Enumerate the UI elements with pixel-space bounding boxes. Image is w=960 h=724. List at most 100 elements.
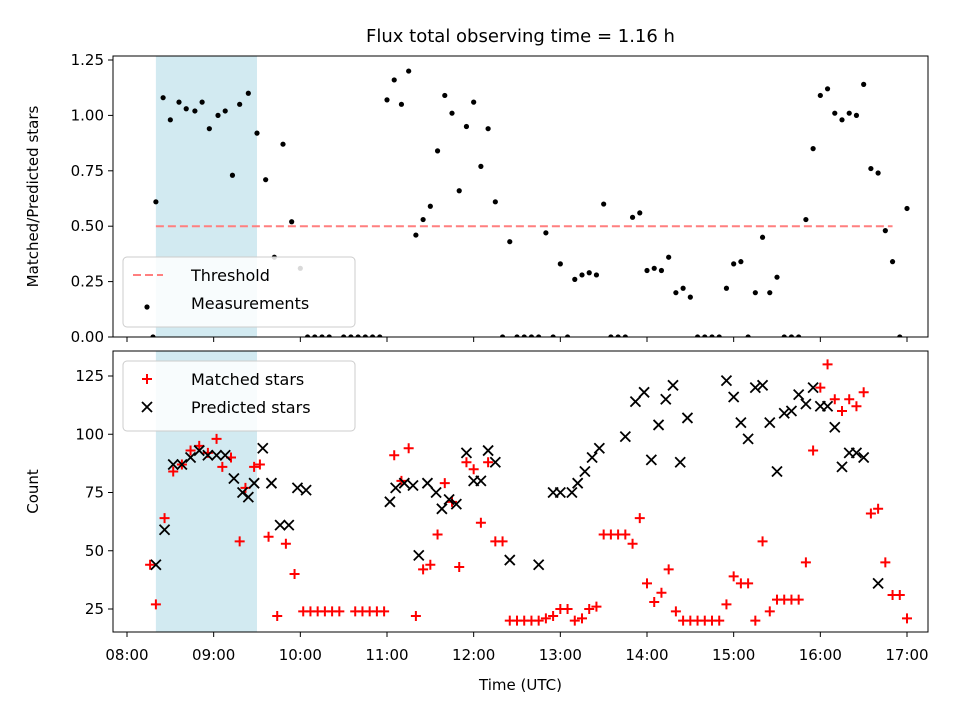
data-point bbox=[504, 554, 516, 566]
data-point bbox=[875, 170, 881, 176]
data-point bbox=[362, 334, 368, 337]
data-point bbox=[670, 606, 681, 617]
data-point bbox=[858, 387, 869, 398]
bottom-panel: 25 50 75 100 125 08:00 09:00 10:00 11:00 12:00 13:… bbox=[24, 350, 929, 694]
x-tick-label: 08:00 bbox=[105, 646, 148, 664]
legend-label: Threshold bbox=[190, 266, 270, 285]
y-tick-label: 1.25 bbox=[71, 51, 104, 69]
data-point bbox=[579, 465, 591, 478]
data-point bbox=[764, 606, 775, 617]
data-point bbox=[642, 578, 652, 589]
data-point bbox=[390, 482, 402, 494]
data-point bbox=[808, 445, 819, 456]
data-point bbox=[234, 536, 245, 547]
data-point bbox=[564, 334, 571, 337]
data-point bbox=[720, 375, 733, 387]
data-point bbox=[829, 394, 840, 405]
data-point bbox=[421, 477, 434, 489]
data-point bbox=[800, 398, 812, 410]
data-point bbox=[418, 564, 429, 575]
data-point bbox=[439, 478, 450, 489]
data-point bbox=[425, 559, 436, 570]
data-point bbox=[159, 513, 170, 524]
top-panel: 0.00 0.25 0.50 0.75 1.00 1.25 Flux total obser… bbox=[24, 26, 929, 346]
data-point bbox=[810, 146, 816, 152]
y-tick-label: 50 bbox=[85, 542, 104, 560]
data-point bbox=[420, 216, 426, 223]
legend-marker bbox=[141, 401, 153, 413]
legend: Threshold Measurements bbox=[122, 256, 356, 328]
data-point bbox=[807, 382, 819, 394]
data-point bbox=[721, 599, 732, 610]
data-point bbox=[249, 461, 260, 472]
data-point bbox=[586, 270, 592, 276]
data-point bbox=[461, 457, 472, 468]
data-point bbox=[449, 110, 455, 116]
data-point bbox=[850, 447, 863, 459]
data-point bbox=[319, 334, 325, 337]
data-point bbox=[199, 99, 205, 105]
data-point bbox=[377, 334, 383, 337]
data-point bbox=[348, 334, 354, 337]
data-point bbox=[865, 508, 876, 519]
data-point bbox=[489, 456, 501, 468]
data-point bbox=[673, 290, 679, 296]
data-point bbox=[645, 454, 657, 466]
data-point bbox=[796, 334, 802, 337]
data-point bbox=[634, 513, 645, 524]
data-point bbox=[427, 203, 433, 209]
data-point bbox=[430, 486, 442, 499]
y-axis-label: Matched/Predicted stars bbox=[24, 106, 42, 288]
data-point bbox=[540, 613, 551, 624]
x-tick-label: 14:00 bbox=[625, 646, 668, 664]
data-point bbox=[454, 562, 465, 573]
x-tick-label: 16:00 bbox=[799, 646, 842, 664]
series-2 bbox=[150, 375, 884, 590]
data-point bbox=[550, 334, 556, 337]
data-point bbox=[478, 163, 484, 169]
data-point bbox=[738, 259, 744, 265]
data-point bbox=[242, 491, 254, 503]
legend-box bbox=[122, 360, 356, 432]
data-point bbox=[674, 456, 686, 468]
legend-label: Predicted stars bbox=[191, 398, 311, 417]
x-tick-label: 12:00 bbox=[452, 646, 495, 664]
data-point bbox=[839, 117, 845, 123]
data-point bbox=[844, 394, 855, 405]
x-tick-label: 10:00 bbox=[279, 646, 322, 664]
data-point bbox=[803, 216, 809, 223]
data-point bbox=[757, 536, 768, 547]
data-point bbox=[398, 477, 410, 489]
data-point bbox=[702, 334, 708, 337]
data-point bbox=[211, 433, 222, 444]
data-point bbox=[176, 99, 182, 105]
data-point bbox=[222, 108, 228, 114]
data-point bbox=[687, 294, 693, 300]
series-1 bbox=[150, 68, 910, 337]
y-tick-label: 75 bbox=[85, 484, 104, 502]
data-point bbox=[471, 99, 477, 105]
data-point bbox=[176, 458, 188, 471]
data-point bbox=[450, 498, 462, 510]
y-tick-label: 100 bbox=[75, 425, 104, 443]
plot-area bbox=[150, 68, 910, 337]
data-point bbox=[836, 461, 848, 473]
data-point bbox=[868, 165, 874, 172]
data-point bbox=[280, 538, 291, 549]
data-point bbox=[601, 201, 607, 207]
data-point bbox=[434, 148, 441, 154]
data-point bbox=[681, 412, 694, 424]
x-tick-label: 15:00 bbox=[712, 646, 755, 664]
data-point bbox=[160, 95, 166, 101]
x-tick-label: 17:00 bbox=[885, 646, 928, 664]
data-point bbox=[572, 477, 584, 489]
data-point bbox=[442, 92, 448, 99]
data-point bbox=[150, 559, 162, 571]
data-point bbox=[355, 334, 361, 337]
data-point bbox=[566, 486, 578, 499]
data-point bbox=[145, 559, 156, 570]
data-point bbox=[629, 214, 636, 220]
data-point bbox=[384, 496, 396, 508]
data-point bbox=[694, 334, 701, 337]
plot-area bbox=[145, 359, 912, 626]
